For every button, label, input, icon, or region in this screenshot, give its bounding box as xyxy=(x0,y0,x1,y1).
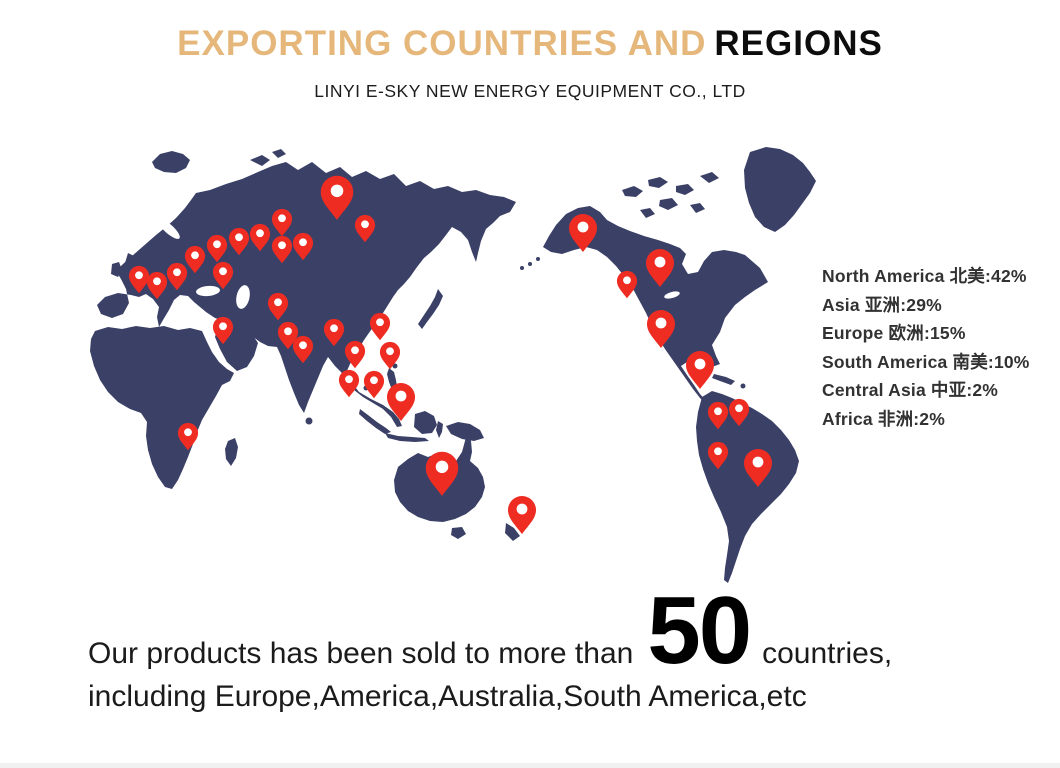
map-pin xyxy=(686,351,714,389)
legend-item: South America 南美:10% xyxy=(822,351,1030,372)
map-pin xyxy=(320,175,354,220)
company-name: LINYI E-SKY NEW ENERGY EQUIPMENT CO., LT… xyxy=(314,81,746,101)
map-pin xyxy=(146,271,168,300)
landmass-japan xyxy=(418,289,443,329)
map-pin xyxy=(267,292,289,321)
map-pin xyxy=(166,262,188,291)
map-pin xyxy=(569,214,597,252)
sea-cutouts xyxy=(158,219,705,309)
map-pin xyxy=(387,383,415,421)
landmass-caribbean-isle xyxy=(740,383,746,389)
landmasses xyxy=(90,147,816,583)
map-pin xyxy=(647,310,675,348)
landmass-sumatra xyxy=(359,409,391,434)
map-pin xyxy=(707,441,729,470)
title-highlight: EXPORTING COUNTRIES AND xyxy=(177,24,707,63)
map-pins xyxy=(128,175,772,534)
map-pin xyxy=(212,316,234,345)
map-pin xyxy=(249,223,271,252)
legend-item: Central Asia 中亚:2% xyxy=(822,380,999,400)
landmass-ireland xyxy=(111,262,122,277)
map-pin xyxy=(292,335,314,364)
great-lakes xyxy=(664,291,680,299)
landmass-madagascar xyxy=(225,438,238,466)
landmass-borneo xyxy=(414,411,437,434)
map-pin xyxy=(206,234,228,263)
map-pin xyxy=(338,369,360,398)
landmass-aleutians xyxy=(536,257,540,261)
landmass-tasmania xyxy=(451,527,466,539)
statement-line2: including Europe,America,Australia,South… xyxy=(88,680,807,713)
map-pin xyxy=(177,422,199,451)
landmass-aleutians xyxy=(528,262,532,266)
page-title: EXPORTING COUNTRIES AND REGIONS xyxy=(0,24,1060,64)
statement-line1: Our products has been sold to more than … xyxy=(88,577,893,684)
countries-count: 50 xyxy=(647,577,752,684)
landmass-new-guinea xyxy=(446,422,484,441)
map-pin xyxy=(508,496,536,534)
map-pin xyxy=(212,261,234,290)
map-pin xyxy=(128,265,150,294)
bottom-strip xyxy=(0,763,1060,768)
legend-item: North America 北美:42% xyxy=(822,266,1027,286)
landmass-java xyxy=(385,433,429,442)
statement-suffix: countries, xyxy=(762,637,893,670)
statement-prefix: Our products has been sold to more than xyxy=(88,637,634,670)
map-pin xyxy=(707,401,729,430)
landmass-taiwan xyxy=(392,363,398,369)
region-legend: North America 北美:42% Asia 亚洲:29% Europe 欧洲… xyxy=(822,262,1030,433)
map-pin xyxy=(646,249,674,287)
black-sea xyxy=(196,285,220,297)
map-pin xyxy=(425,451,459,496)
map-pin xyxy=(379,341,401,370)
landmass-arctic-isles xyxy=(250,149,286,166)
summary-statement: Our products has been sold to more than … xyxy=(88,577,893,714)
map-pin xyxy=(344,340,366,369)
landmass-africa xyxy=(90,326,234,489)
title-rest: REGIONS xyxy=(714,24,883,63)
landmass-aleutians xyxy=(520,266,524,270)
landmass-south-america xyxy=(696,391,799,583)
caspian-sea xyxy=(236,285,250,309)
legend-item: Europe 欧洲:15% xyxy=(822,323,966,343)
hudson-bay xyxy=(685,229,705,253)
map-pin xyxy=(271,208,293,237)
legend-item: Asia 亚洲:29% xyxy=(822,294,942,315)
map-pin xyxy=(616,270,638,299)
map-pin xyxy=(728,398,750,427)
landmass-sulawesi xyxy=(436,421,443,438)
legend-item: Africa 非洲:2% xyxy=(822,408,945,429)
map-pin xyxy=(271,235,293,264)
map-pin xyxy=(228,227,250,256)
landmass-caribbean xyxy=(712,374,735,385)
map-pin xyxy=(354,214,376,243)
map-pin xyxy=(363,370,385,399)
landmass-greenland xyxy=(744,147,816,232)
map-pin xyxy=(744,449,772,487)
map-pin xyxy=(184,245,206,274)
landmass-philippines xyxy=(387,368,397,390)
map-pin xyxy=(277,321,299,350)
baltic-sea xyxy=(158,219,180,239)
landmass-eurasia xyxy=(97,162,516,427)
map-pin xyxy=(323,318,345,347)
landmass-srilanka xyxy=(305,417,313,425)
map-pin xyxy=(292,232,314,261)
landmass-iceland xyxy=(152,151,190,173)
map-pin xyxy=(369,312,391,341)
landmass-canadian-arctic xyxy=(622,172,719,218)
